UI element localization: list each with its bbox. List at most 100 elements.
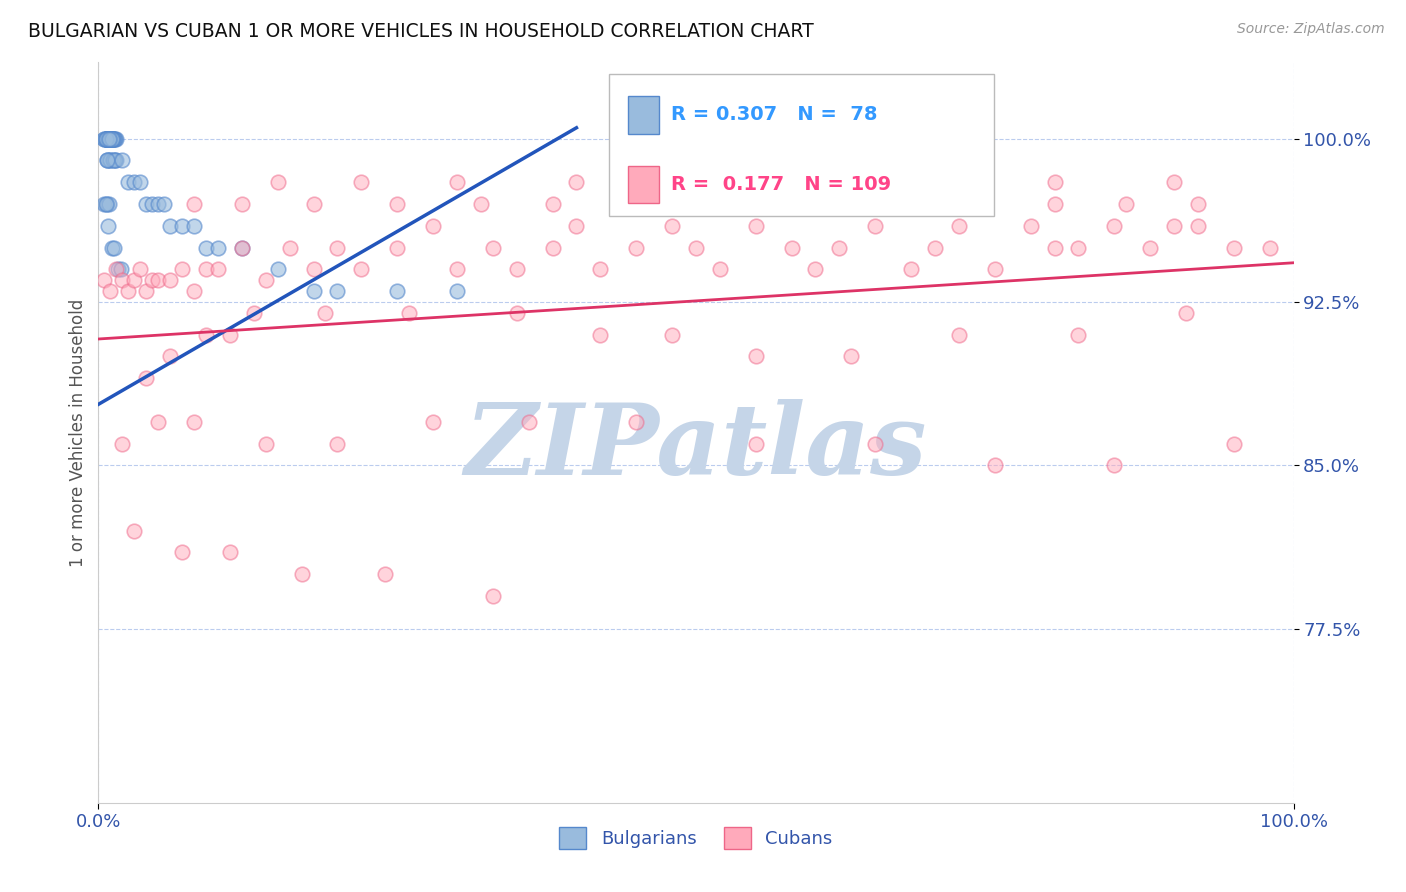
Point xyxy=(745,436,768,450)
Point xyxy=(111,436,134,450)
Point xyxy=(745,219,768,233)
Point xyxy=(243,306,266,320)
Point xyxy=(1258,240,1281,254)
Point xyxy=(94,131,117,145)
Point xyxy=(159,219,181,233)
Point xyxy=(159,273,181,287)
Point xyxy=(148,273,170,287)
Point xyxy=(141,197,163,211)
Point xyxy=(972,197,994,211)
Point xyxy=(924,175,946,189)
Point xyxy=(315,306,337,320)
Point xyxy=(98,197,121,211)
Point xyxy=(100,131,122,145)
Point xyxy=(94,197,117,211)
Point xyxy=(124,175,146,189)
Point xyxy=(326,240,349,254)
Point xyxy=(101,131,124,145)
Point xyxy=(984,458,1007,473)
Point xyxy=(1163,219,1185,233)
Point xyxy=(481,240,505,254)
Point xyxy=(97,219,120,233)
Point xyxy=(101,131,124,145)
Point xyxy=(291,567,314,582)
Point xyxy=(948,219,970,233)
Point xyxy=(97,131,120,145)
Point xyxy=(96,131,118,145)
Point xyxy=(135,371,157,385)
Point xyxy=(93,197,115,211)
Point xyxy=(350,262,373,277)
Point xyxy=(1139,240,1161,254)
Point xyxy=(97,131,120,145)
Point xyxy=(506,306,529,320)
Point xyxy=(541,197,564,211)
Point xyxy=(231,197,253,211)
Point xyxy=(107,262,129,277)
Y-axis label: 1 or more Vehicles in Household: 1 or more Vehicles in Household xyxy=(69,299,87,566)
Point xyxy=(385,240,409,254)
Point xyxy=(117,175,139,189)
Point xyxy=(98,131,121,145)
Point xyxy=(195,262,218,277)
Point xyxy=(97,153,120,168)
Point xyxy=(103,131,125,145)
Point xyxy=(254,436,277,450)
Point xyxy=(948,327,970,342)
Point xyxy=(841,350,863,364)
Point xyxy=(96,131,118,145)
Point xyxy=(93,273,115,287)
Point xyxy=(1187,197,1209,211)
Point xyxy=(302,284,325,298)
Point xyxy=(422,219,444,233)
Point xyxy=(153,197,176,211)
Point xyxy=(267,175,290,189)
Point xyxy=(183,197,205,211)
Point xyxy=(148,415,170,429)
Point xyxy=(98,131,122,145)
Point xyxy=(98,131,121,145)
Point xyxy=(900,197,922,211)
Text: Source: ZipAtlas.com: Source: ZipAtlas.com xyxy=(1237,22,1385,37)
Point xyxy=(104,131,127,145)
Point xyxy=(231,240,253,254)
Point xyxy=(129,175,152,189)
Point xyxy=(446,175,468,189)
Point xyxy=(129,262,152,277)
Point xyxy=(103,153,125,168)
Point xyxy=(326,436,349,450)
Point xyxy=(96,131,118,145)
Point xyxy=(446,262,468,277)
Point xyxy=(865,219,887,233)
Point xyxy=(924,240,946,254)
Point xyxy=(589,327,612,342)
Point xyxy=(828,240,851,254)
Point xyxy=(984,262,1007,277)
Point xyxy=(470,197,492,211)
Text: ZIPatlas: ZIPatlas xyxy=(465,400,927,496)
Point xyxy=(111,153,134,168)
Point xyxy=(183,415,205,429)
Point xyxy=(98,131,122,145)
Point xyxy=(804,262,827,277)
Point xyxy=(1223,436,1246,450)
Point xyxy=(110,262,132,277)
Point xyxy=(135,284,157,298)
Text: R = 0.307   N =  78: R = 0.307 N = 78 xyxy=(671,104,877,124)
Point xyxy=(541,240,564,254)
Point xyxy=(94,131,117,145)
Point xyxy=(302,197,325,211)
Point xyxy=(685,240,707,254)
Point xyxy=(254,273,277,287)
Point xyxy=(1104,219,1126,233)
Point xyxy=(350,175,373,189)
Point xyxy=(1223,240,1246,254)
Point xyxy=(685,175,707,189)
Point xyxy=(1163,175,1185,189)
Point xyxy=(1067,327,1090,342)
Point xyxy=(267,262,290,277)
Point xyxy=(613,197,636,211)
Point xyxy=(97,131,120,145)
Point xyxy=(96,131,118,145)
Point xyxy=(97,131,120,145)
